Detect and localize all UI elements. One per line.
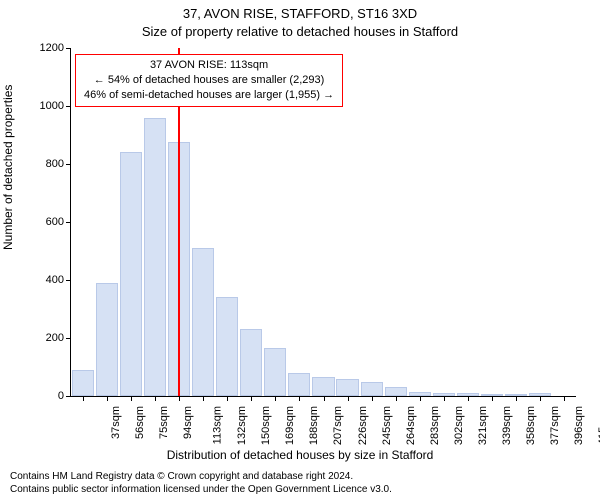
x-tick bbox=[372, 396, 373, 401]
x-tick bbox=[516, 396, 517, 401]
x-tick-label: 37sqm bbox=[110, 406, 122, 439]
y-tick-label: 200 bbox=[24, 332, 64, 344]
x-tick-label: 321sqm bbox=[477, 406, 489, 445]
x-tick bbox=[251, 396, 252, 401]
y-tick-label: 1200 bbox=[24, 42, 64, 54]
x-tick bbox=[179, 396, 180, 401]
x-tick bbox=[564, 396, 565, 401]
x-tick-label: 75sqm bbox=[158, 406, 170, 439]
x-tick bbox=[348, 396, 349, 401]
x-tick bbox=[444, 396, 445, 401]
x-tick-label: 283sqm bbox=[429, 406, 441, 445]
y-tick-label: 600 bbox=[24, 216, 64, 228]
x-tick bbox=[324, 396, 325, 401]
y-tick bbox=[66, 396, 71, 397]
x-tick bbox=[83, 396, 84, 401]
x-tick-label: 358sqm bbox=[525, 406, 537, 445]
x-tick-label: 56sqm bbox=[134, 406, 146, 439]
y-tick bbox=[66, 222, 71, 223]
histogram-bar bbox=[192, 248, 214, 396]
annotation-line3: 46% of semi-detached houses are larger (… bbox=[84, 88, 334, 103]
histogram-bar bbox=[240, 329, 262, 396]
chart-container: 37, AVON RISE, STAFFORD, ST16 3XD Size o… bbox=[0, 0, 600, 500]
y-tick bbox=[66, 280, 71, 281]
x-tick bbox=[227, 396, 228, 401]
y-tick-label: 400 bbox=[24, 274, 64, 286]
y-tick-label: 800 bbox=[24, 158, 64, 170]
x-tick-label: 302sqm bbox=[453, 406, 465, 445]
x-tick-label: 396sqm bbox=[573, 406, 585, 445]
attribution-line1: Contains HM Land Registry data © Crown c… bbox=[10, 471, 392, 484]
chart-subtitle: Size of property relative to detached ho… bbox=[0, 24, 600, 39]
attribution: Contains HM Land Registry data © Crown c… bbox=[10, 471, 392, 496]
x-tick bbox=[131, 396, 132, 401]
y-tick bbox=[66, 106, 71, 107]
x-tick-label: 377sqm bbox=[549, 406, 561, 445]
annotation-box: 37 AVON RISE: 113sqm ← 54% of detached h… bbox=[75, 54, 343, 107]
x-tick bbox=[420, 396, 421, 401]
x-tick-label: 339sqm bbox=[501, 406, 513, 445]
histogram-bar bbox=[264, 348, 286, 396]
y-axis-label: Number of detached properties bbox=[1, 85, 15, 250]
y-tick bbox=[66, 164, 71, 165]
y-tick-label: 0 bbox=[24, 390, 64, 402]
x-tick bbox=[540, 396, 541, 401]
annotation-line1: 37 AVON RISE: 113sqm bbox=[84, 58, 334, 73]
x-tick bbox=[155, 396, 156, 401]
histogram-bar bbox=[72, 370, 94, 396]
x-tick-label: 245sqm bbox=[381, 406, 393, 445]
x-tick-label: 226sqm bbox=[357, 406, 369, 445]
histogram-bar bbox=[288, 373, 310, 396]
x-axis-label: Distribution of detached houses by size … bbox=[0, 448, 600, 462]
x-tick bbox=[299, 396, 300, 401]
x-tick-label: 150sqm bbox=[260, 406, 272, 445]
histogram-bar bbox=[385, 387, 407, 396]
x-tick bbox=[468, 396, 469, 401]
histogram-bar bbox=[216, 297, 238, 396]
x-tick bbox=[107, 396, 108, 401]
histogram-bar bbox=[336, 379, 358, 396]
y-tick bbox=[66, 48, 71, 49]
chart-title: 37, AVON RISE, STAFFORD, ST16 3XD bbox=[0, 6, 600, 21]
x-tick bbox=[492, 396, 493, 401]
histogram-bar bbox=[361, 382, 383, 397]
histogram-bar bbox=[144, 118, 166, 396]
x-tick bbox=[275, 396, 276, 401]
attribution-line2: Contains public sector information licen… bbox=[10, 484, 392, 497]
histogram-bar bbox=[312, 377, 334, 396]
x-tick-label: 94sqm bbox=[182, 406, 194, 439]
x-tick-label: 132sqm bbox=[236, 406, 248, 445]
plot-area: 37 AVON RISE: 113sqm ← 54% of detached h… bbox=[70, 48, 576, 397]
y-tick-label: 1000 bbox=[24, 100, 64, 112]
x-tick-label: 207sqm bbox=[333, 406, 345, 445]
histogram-bar bbox=[96, 283, 118, 396]
y-tick bbox=[66, 338, 71, 339]
annotation-line2: ← 54% of detached houses are smaller (2,… bbox=[84, 73, 334, 88]
x-tick bbox=[203, 396, 204, 401]
x-tick-label: 188sqm bbox=[309, 406, 321, 445]
x-tick bbox=[396, 396, 397, 401]
x-tick-label: 264sqm bbox=[405, 406, 417, 445]
x-tick-label: 169sqm bbox=[284, 406, 296, 445]
x-tick-label: 113sqm bbox=[212, 406, 224, 444]
histogram-bar bbox=[120, 152, 142, 396]
